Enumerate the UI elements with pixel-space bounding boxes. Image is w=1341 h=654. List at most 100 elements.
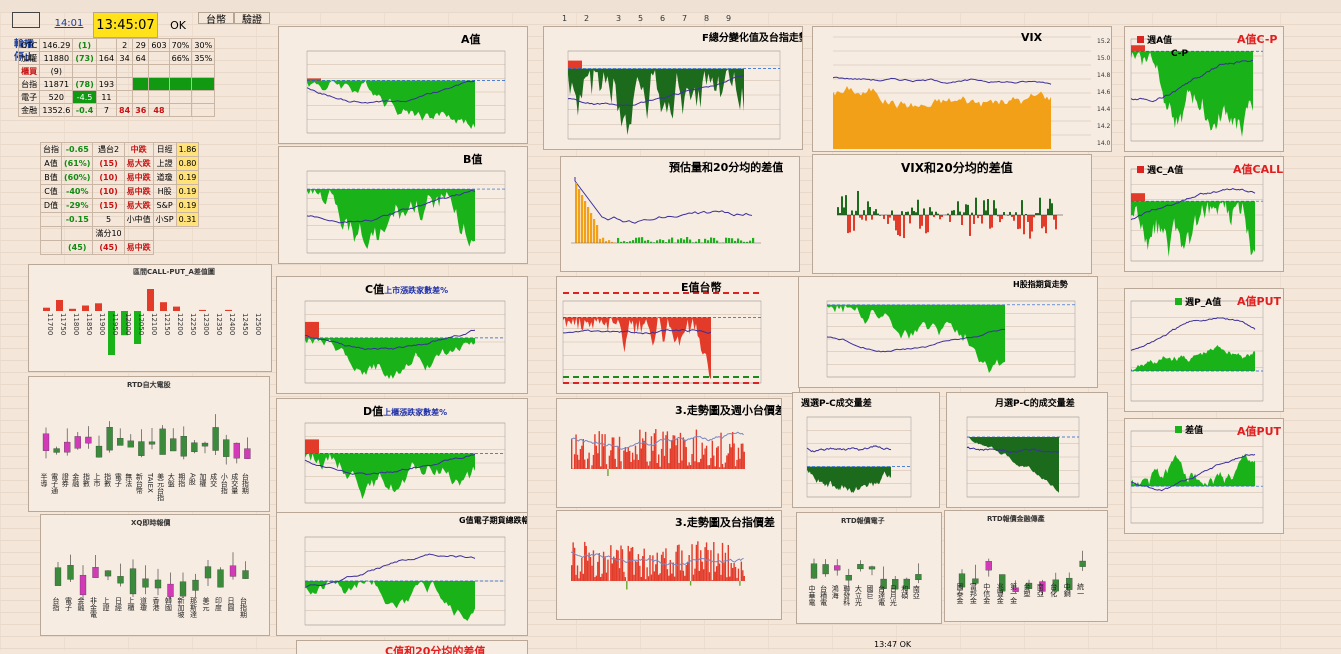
vix20-bar [843,207,845,215]
trend-bar [654,571,655,581]
trend-bar [681,461,682,469]
trend-bar [657,463,658,469]
trend-bar [702,443,703,469]
vix20-bar [931,212,933,215]
estimate-bar [710,237,712,243]
candle-body [234,443,240,458]
vix20-bar [911,208,913,215]
candle-body [244,449,250,459]
sheet-tab-8[interactable]: 8 [704,14,709,23]
estimate-bar [662,240,664,243]
candle-body [68,565,74,579]
trend-bar [696,545,697,581]
sheet-tab-3[interactable]: 3 [616,14,621,23]
trend-bar [704,547,705,581]
trend-bar [641,448,642,469]
vix20-bar [919,215,921,229]
trend-bar [628,447,629,469]
sheet-tab-6[interactable]: 6 [660,14,665,23]
vix20-bar [959,212,961,215]
trend-bar [716,566,717,581]
estimate-bar [581,195,583,243]
vix20-bar [915,212,917,215]
vix20-bar [971,213,973,215]
trend-bar [671,574,672,581]
trend-bar [574,454,575,469]
vix20-bar [975,198,977,215]
strike-label: 12400 [228,313,236,335]
trend-bar [601,434,602,469]
vix20-bar [857,191,859,215]
trend-bar [697,462,698,469]
vix-tick: 14.6 [1097,89,1111,96]
trend-bar [648,576,649,581]
estimate-bar [713,238,715,243]
trend-bar [580,449,581,469]
chart-rtd2: 中華電台積電鴻海聯發科大立光國巨台達電日月光和碩南亞 RTD報價電子 [796,512,942,624]
trend-bar [723,467,724,469]
sheet-tab-5[interactable]: 5 [638,14,643,23]
trend-bar [644,549,645,581]
quote-cell: (73) [73,52,96,65]
signal-index-label: H股 [153,185,176,199]
estimate-bar [605,241,607,243]
sheet-tab-7[interactable]: 7 [682,14,687,23]
signal-row: (45)(45)易中跌 [41,241,199,255]
vix20-bar [853,215,855,231]
trend-bar [639,430,640,469]
trend-bar [617,550,618,581]
quote-row: 櫃買(9) [19,65,215,78]
quote-cell: OTC [19,39,40,52]
vix20-bar [861,215,863,220]
trend-bar [744,576,745,581]
sheet-tab-1[interactable]: 1 [562,14,567,23]
trend-bar [723,562,724,581]
trend-bar [594,434,595,469]
quote-cell: 146.29 [40,39,73,52]
chart-trend2-title: 3.走勢圖及台指價差 [675,514,775,530]
trend-bar [732,568,733,581]
trend-bar [719,467,720,469]
chart-g-value: G值電子期貨總跌幅 [276,512,528,636]
chart-c-title: C值 [365,283,384,296]
trend-bar [687,562,688,581]
estimate-bar [671,238,673,243]
candle-body [55,568,61,586]
vix-tick: 15.0 [1097,55,1111,62]
area-fill [563,317,711,379]
candle-label: 鴻海 [831,584,839,600]
candle-body [180,582,186,597]
trend-bar [578,578,579,581]
vix20-bar [1033,215,1035,217]
estimate-bar [644,241,646,243]
trend-bar [616,467,617,469]
trend-bar [626,452,627,469]
estimate-bar [608,240,610,243]
trend-bar [668,463,669,469]
verify-button[interactable]: 驗證 [234,12,270,24]
candle-body [168,584,174,597]
vix20-bar [1003,212,1005,215]
chart-rtd3: 國泰金富邦金中信金兆豐金第一金台塑南亞台化中鋼統一 RTD報價金融傳產 [944,510,1108,622]
trend-bar [655,564,656,581]
currency-select[interactable]: 台幣 [198,12,234,24]
sheet-tab-9[interactable]: 9 [726,14,731,23]
candle-body [1080,561,1086,567]
candle-body [202,443,208,446]
candle-body [230,566,236,577]
candle-label: 電子 [65,597,73,611]
time-link[interactable]: 14:01 [52,16,86,30]
trend-bar [644,441,645,469]
sheet-tab-2[interactable]: 2 [584,14,589,23]
selected-cell[interactable] [12,12,40,28]
signal-cell: (60%) [62,171,93,185]
candle-label: 台化 [1050,582,1058,598]
estimate-bar [635,238,637,243]
vix20-bar [983,200,985,215]
estimate-bar [647,240,649,243]
red-bar [1131,45,1145,51]
area-fill [1131,201,1255,257]
